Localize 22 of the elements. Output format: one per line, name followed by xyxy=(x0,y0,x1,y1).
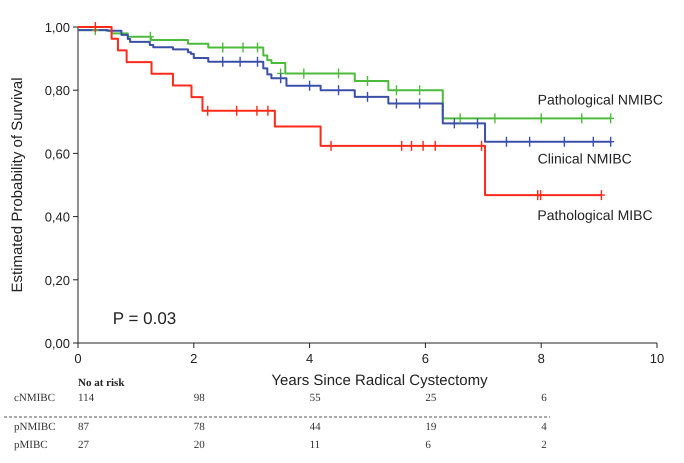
x-tick-label: 2 xyxy=(190,351,198,366)
series-label: Pathological NMIBC xyxy=(538,91,663,108)
text: cNMIBC 114 98 55 25 6 xyxy=(14,392,547,404)
y-tick-label: 0,00 xyxy=(44,336,70,351)
series-label: Pathological MIBC xyxy=(537,207,653,224)
x-tick-label: 6 xyxy=(422,351,430,366)
y-tick-label: 0,60 xyxy=(44,146,70,162)
series-label: Clinical NMIBC xyxy=(538,150,632,167)
y-axis-title: Estimated Probability of Survival xyxy=(9,77,26,293)
x-tick-label: 4 xyxy=(306,351,314,366)
x-tick-label: 0 xyxy=(74,351,82,366)
y-tick-label: 1,00 xyxy=(44,20,70,35)
text: No at risk xyxy=(78,377,126,389)
text: pNMIBC 87 78 44 19 4 xyxy=(14,421,547,433)
x-axis-title: Years Since Radical Cystectomy xyxy=(271,372,488,389)
x-tick-label: 10 xyxy=(650,351,664,366)
y-tick-label: 0,40 xyxy=(44,210,70,225)
x-tick-label: 8 xyxy=(538,351,545,366)
y-tick-label: 0,80 xyxy=(44,83,70,98)
annotation: P = 0.03 xyxy=(112,309,176,328)
y-tick-label: 0,20 xyxy=(44,272,70,288)
text: pMIBC 27 20 11 6 2 xyxy=(14,439,547,451)
